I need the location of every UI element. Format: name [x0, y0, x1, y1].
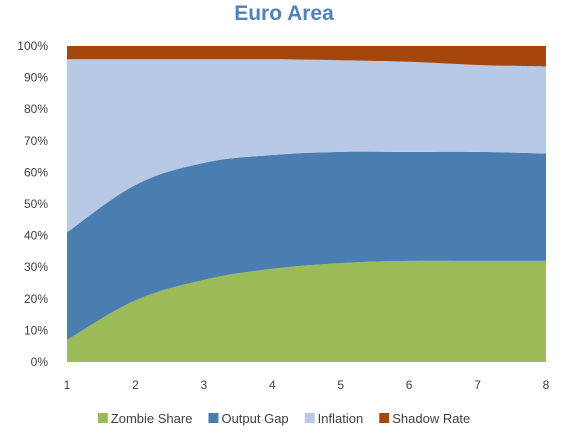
- x-tick-label: 6: [406, 378, 413, 392]
- legend: Zombie Share Output Gap Inflation Shadow Ra…: [97, 411, 470, 426]
- x-tick-label: 5: [337, 378, 344, 392]
- legend-item-shadow-rate: Shadow Rate: [379, 411, 470, 426]
- y-axis: 0% 10% 20% 30% 40% 50% 60% 70% 80% 90% 100%: [17, 39, 48, 369]
- legend-item-zombie-share: Zombie Share: [97, 411, 193, 426]
- legend-items: Zombie Share Output Gap Inflation Shadow Ra…: [97, 411, 470, 426]
- x-axis: 1 2 3 4 5 6 7 8: [64, 378, 550, 392]
- legend-label: Output Gap: [221, 411, 288, 426]
- legend-item-output-gap: Output Gap: [208, 411, 289, 426]
- y-tick-label: 40%: [24, 229, 48, 243]
- legend-label: Inflation: [318, 411, 364, 426]
- x-tick-label: 4: [269, 378, 276, 392]
- area-zombie-share: [67, 260, 546, 362]
- y-tick-label: 10%: [24, 323, 48, 337]
- y-tick-label: 0%: [31, 355, 49, 369]
- y-tick-label: 30%: [24, 260, 48, 274]
- legend-label: Shadow Rate: [392, 411, 470, 426]
- y-tick-label: 70%: [24, 134, 48, 148]
- legend-swatch: [97, 413, 108, 423]
- x-tick-label: 1: [64, 378, 71, 392]
- legend-label: Zombie Share: [111, 411, 193, 426]
- area-output-gap: [67, 151, 546, 340]
- plot-area: [67, 46, 546, 362]
- legend-swatch: [379, 413, 390, 423]
- x-tick-label: 7: [474, 378, 481, 392]
- area-shadow-rate: [67, 46, 546, 67]
- legend-swatch: [304, 413, 315, 423]
- y-tick-label: 100%: [17, 39, 48, 53]
- legend-item-inflation: Inflation: [304, 411, 364, 426]
- y-tick-label: 50%: [24, 197, 48, 211]
- y-tick-label: 80%: [24, 102, 48, 116]
- x-tick-label: 2: [132, 378, 139, 392]
- y-tick-label: 20%: [24, 292, 48, 306]
- chart-title: Euro Area: [234, 2, 334, 25]
- area-inflation: [67, 59, 546, 233]
- legend-swatch: [208, 413, 219, 423]
- y-tick-label: 90%: [24, 71, 48, 85]
- y-tick-label: 60%: [24, 165, 48, 179]
- x-tick-label: 3: [201, 378, 208, 392]
- x-tick-label: 8: [543, 378, 550, 392]
